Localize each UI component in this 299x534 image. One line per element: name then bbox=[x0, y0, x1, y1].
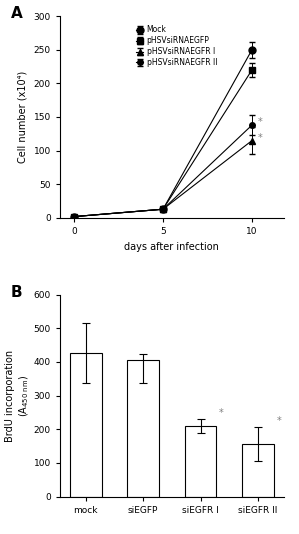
Text: *: * bbox=[257, 117, 262, 127]
Text: B: B bbox=[10, 285, 22, 300]
Text: *: * bbox=[257, 133, 262, 143]
Bar bbox=[242, 444, 274, 497]
Text: *: * bbox=[277, 416, 281, 426]
Y-axis label: BrdU incorporation
(A$_{450\ \mathrm{nm}}$): BrdU incorporation (A$_{450\ \mathrm{nm}… bbox=[5, 350, 31, 442]
Text: *: * bbox=[219, 408, 224, 418]
Text: A: A bbox=[10, 6, 22, 21]
X-axis label: days after infection: days after infection bbox=[124, 241, 219, 252]
Bar bbox=[70, 353, 102, 497]
Y-axis label: Cell number (x10⁴): Cell number (x10⁴) bbox=[18, 71, 28, 163]
Bar bbox=[127, 359, 159, 497]
Bar bbox=[185, 426, 216, 497]
Legend: Mock, pHSVsiRNAEGFP, pHSVsiRNAEGFR I, pHSVsiRNAEGFR II: Mock, pHSVsiRNAEGFP, pHSVsiRNAEGFR I, pH… bbox=[134, 24, 219, 69]
